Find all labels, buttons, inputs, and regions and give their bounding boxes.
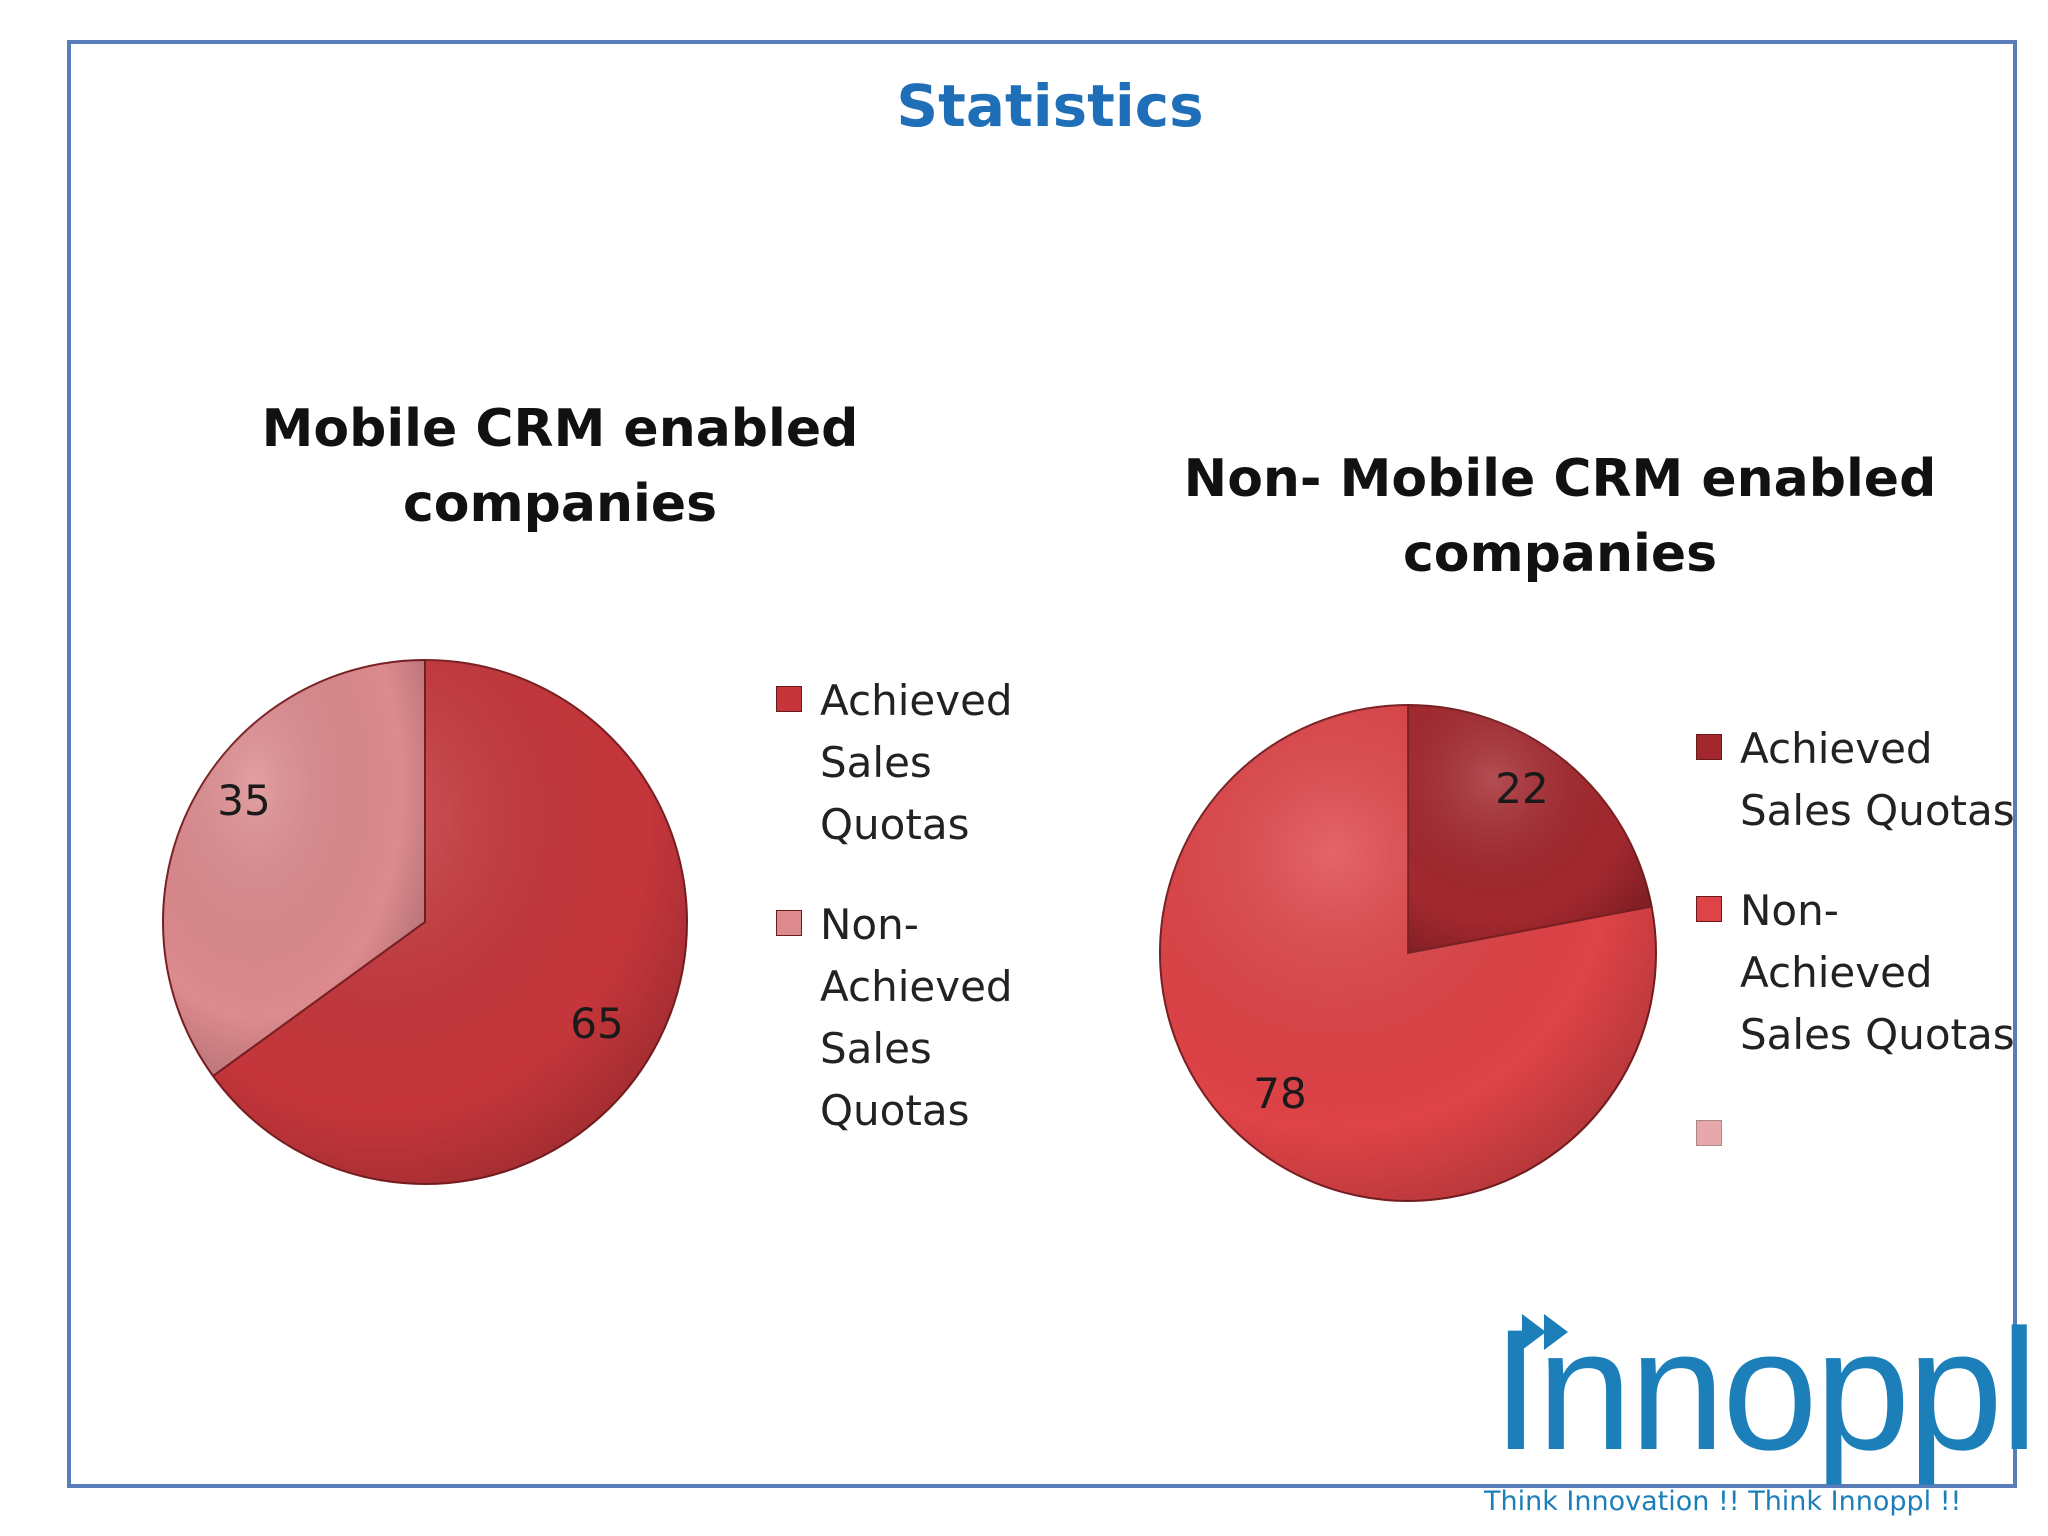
innoppl-logo: Innoppl Think Innovation !! Think Innopp…	[1484, 1304, 2038, 1520]
chart-1-data-label-2: 35	[217, 776, 270, 825]
legend-swatch	[1696, 1120, 1722, 1146]
legend-label: Non-Achieved Sales Quotas	[820, 900, 1013, 1135]
chart-2-legend: Achieved Sales Quotas Non-Achieved Sales…	[1696, 718, 2026, 1166]
legend-item: Achieved Sales Quotas	[776, 670, 1046, 856]
legend-label: Achieved Sales Quotas	[1740, 724, 2015, 835]
chart-2-data-label-1: 22	[1495, 764, 1548, 813]
legend-item: Non-Achieved Sales Quotas	[1696, 880, 2026, 1066]
chart-2-slice-1-shade	[1408, 705, 1652, 953]
legend-item: Achieved Sales Quotas	[1696, 718, 2026, 842]
chart-1-data-label-1: 65	[570, 999, 623, 1048]
legend-swatch	[1696, 896, 1722, 922]
legend-swatch	[776, 686, 802, 712]
legend-label: Non-Achieved Sales Quotas	[1740, 886, 2015, 1059]
legend-item: Non-Achieved Sales Quotas	[776, 894, 1046, 1142]
legend-label: Achieved Sales Quotas	[820, 676, 1013, 849]
legend-swatch	[1696, 734, 1722, 760]
legend-item	[1696, 1104, 2026, 1166]
chart-1-slice-1-shade	[213, 660, 688, 1185]
legend-swatch	[776, 910, 802, 936]
chart-1-legend: Achieved Sales Quotas Non-Achieved Sales…	[776, 670, 1046, 1142]
chart-1-title: Mobile CRM enabled companies	[261, 399, 859, 534]
fast-forward-icon	[1522, 1314, 1568, 1350]
logo-wordmark: Innoppl	[1492, 1294, 2038, 1486]
chart-2-data-label-2: 78	[1253, 1069, 1306, 1118]
chart-1-slice-2-shade	[163, 660, 426, 1076]
slide-title: Statistics	[896, 72, 1204, 140]
logo-tagline: Think Innovation !! Think Innoppl !!	[1484, 1486, 1962, 1517]
chart-2-slice-2-shade	[1159, 705, 1656, 1201]
slide-frame	[67, 40, 2017, 1488]
chart-2-title: Non- Mobile CRM enabled companies	[1183, 449, 1937, 584]
